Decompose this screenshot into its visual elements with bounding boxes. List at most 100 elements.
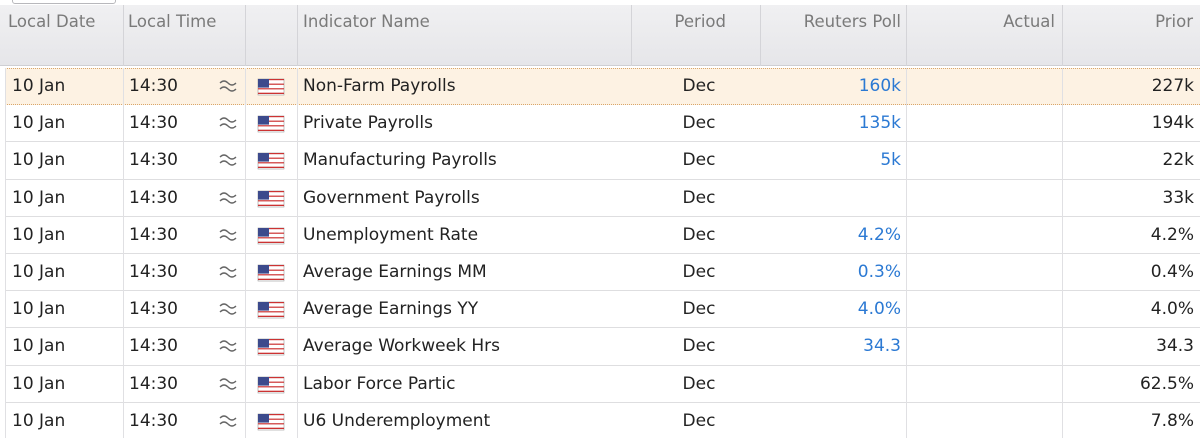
cell-poll: 4.2%	[857, 224, 901, 245]
cell-period: Dec	[682, 336, 716, 357]
cell-separator	[123, 68, 124, 106]
cell-name: U6 Underemployment	[303, 410, 491, 431]
cell-separator	[245, 291, 246, 329]
cell-date: 10 Jan	[12, 410, 66, 431]
cell-separator	[297, 216, 298, 254]
cell-separator	[245, 105, 246, 143]
cell-separator	[297, 291, 298, 329]
cell-time: 14:30	[129, 150, 178, 171]
column-header[interactable]: Reuters Poll	[803, 12, 901, 31]
row-icons	[219, 115, 285, 133]
table-row[interactable]	[5, 68, 1200, 106]
cell-separator	[245, 142, 246, 180]
column-header[interactable]: Local Date	[8, 12, 96, 31]
cell-separator	[1062, 216, 1063, 254]
cell-period: Dec	[682, 262, 716, 282]
cell-separator	[1062, 402, 1063, 438]
cell-name: Labor Force Partic	[303, 373, 456, 394]
table-row[interactable]	[5, 217, 1200, 254]
cell-separator	[245, 402, 246, 438]
cell-date: 10 Jan	[12, 224, 66, 245]
header-bar	[0, 5, 1200, 66]
cell-prior: 4.2%	[1150, 224, 1194, 245]
table-row[interactable]	[5, 366, 1200, 403]
cell-name: Average Earnings YY	[303, 299, 479, 320]
row-edge	[5, 179, 6, 217]
cell-date: 10 Jan	[12, 373, 66, 394]
cell-separator	[245, 216, 246, 254]
cell-time: 14:30	[129, 113, 178, 134]
cell-time: 14:30	[129, 373, 178, 394]
cell-separator	[245, 179, 246, 217]
cell-date: 10 Jan	[12, 113, 66, 134]
cell-prior: 33k	[1162, 187, 1194, 208]
cell-time: 14:30	[129, 262, 178, 282]
cell-poll: 5k	[880, 150, 901, 171]
cell-separator	[906, 328, 907, 366]
cell-separator	[906, 68, 907, 106]
column-header[interactable]: Actual	[1003, 12, 1055, 31]
column-header[interactable]: Indicator Name	[303, 12, 430, 31]
cell-separator	[1062, 179, 1063, 217]
cell-prior: 0.4%	[1150, 262, 1194, 282]
header-separator	[760, 5, 761, 66]
column-header[interactable]: Prior	[1155, 12, 1193, 31]
row-icons	[219, 413, 285, 431]
cell-period: Dec	[682, 373, 716, 394]
table-row[interactable]	[5, 254, 1200, 292]
cell-poll: 135k	[858, 113, 901, 134]
cell-poll: 4.0%	[857, 299, 901, 320]
cell-time: 14:30	[129, 224, 178, 245]
row-edge	[5, 216, 6, 254]
column-header[interactable]: Period	[674, 12, 726, 31]
cell-separator	[123, 254, 124, 292]
cell-prior: 194k	[1151, 113, 1194, 134]
header-separator	[1062, 5, 1063, 66]
cell-separator	[906, 291, 907, 329]
cell-separator	[1062, 328, 1063, 366]
cell-time: 14:30	[129, 187, 178, 208]
cell-date: 10 Jan	[12, 262, 66, 282]
row-edge	[5, 328, 6, 366]
cell-period: Dec	[682, 224, 716, 245]
row-icons	[219, 190, 285, 207]
cell-name: Average Workweek Hrs	[303, 336, 500, 357]
cell-time: 14:30	[129, 410, 178, 431]
cell-separator	[906, 402, 907, 438]
cell-name: Private Payrolls	[303, 113, 433, 134]
row-edge	[5, 402, 6, 438]
column-header[interactable]: Local Time	[128, 12, 217, 31]
table-row[interactable]	[5, 105, 1200, 143]
cell-separator	[906, 254, 907, 292]
cell-separator	[1062, 142, 1063, 180]
row-edge	[5, 291, 6, 329]
row-edge	[5, 365, 6, 403]
top-control[interactable]	[12, 0, 116, 4]
cell-separator	[245, 254, 246, 292]
cell-separator	[245, 328, 246, 366]
table-row[interactable]	[5, 291, 1200, 329]
cell-poll: 0.3%	[857, 262, 901, 282]
cell-prior: 34.3	[1156, 336, 1194, 357]
cell-separator	[906, 142, 907, 180]
cell-separator	[123, 216, 124, 254]
cell-separator	[123, 142, 124, 180]
cell-time: 14:30	[129, 336, 178, 357]
cell-period: Dec	[682, 410, 716, 431]
cell-name: Unemployment Rate	[303, 224, 479, 245]
cell-separator	[906, 216, 907, 254]
table-row[interactable]	[5, 142, 1200, 180]
cell-name: Average Earnings MM	[303, 262, 487, 282]
table-row[interactable]	[5, 328, 1200, 366]
table-row[interactable]	[5, 180, 1200, 217]
cell-separator	[245, 365, 246, 403]
cell-poll: 160k	[858, 76, 901, 96]
header-separator	[906, 5, 907, 66]
cell-separator	[1062, 291, 1063, 329]
cell-name: Government Payrolls	[303, 187, 480, 208]
cell-separator	[297, 328, 298, 366]
cell-prior: 7.8%	[1150, 410, 1194, 431]
cell-separator	[245, 68, 246, 106]
row-icons	[219, 376, 285, 393]
cell-separator	[297, 402, 298, 438]
